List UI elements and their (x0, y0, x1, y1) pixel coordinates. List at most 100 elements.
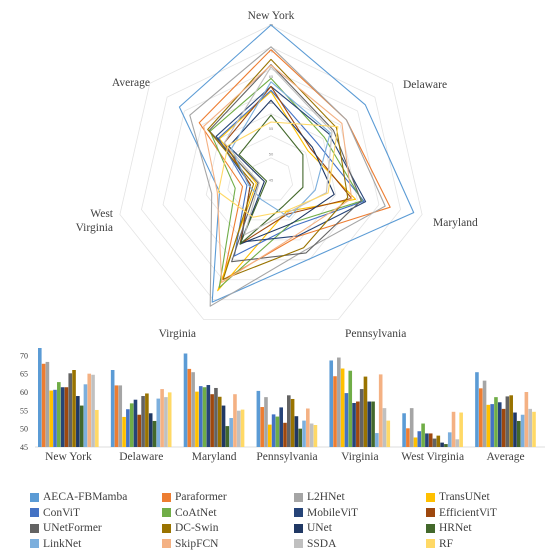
legend-item: HRNet (426, 521, 550, 536)
bar-transunet (122, 416, 126, 447)
bar-dc-swin (436, 435, 441, 447)
bar-ssda (164, 397, 168, 447)
legend-item: RF (426, 537, 550, 551)
radar-axis-label: Delaware (403, 79, 447, 91)
bar-coatnet (421, 423, 425, 447)
bar-chart: 45 50 55 60 65 70 New York Delaware Maryland Pen… (20, 348, 545, 463)
legend-swatch (162, 492, 171, 502)
bar-mobilevit (206, 385, 211, 447)
bar-unetformer (359, 389, 364, 447)
legend-swatch (162, 508, 171, 518)
radar-grid-ring (184, 90, 358, 261)
bar-l2hnet (264, 397, 268, 447)
legend-label: TransUNet (439, 491, 490, 504)
radar-tick-label: 65 (269, 74, 274, 79)
bar-coatnet (202, 387, 207, 447)
legend-swatch (426, 539, 435, 549)
bar-rf (313, 425, 318, 447)
bar-unet (148, 413, 153, 447)
bar-dc-swin (509, 395, 513, 447)
bar-paraformer (333, 376, 337, 447)
bar-aeca-fbmamba (329, 360, 334, 447)
bar-unetformer (141, 396, 145, 447)
bar-unet (76, 396, 80, 447)
bar-ssda (309, 423, 314, 447)
bar-transunet (340, 368, 345, 447)
bar-category-label: Virginia (341, 451, 378, 463)
legend-item: SSDA (294, 537, 426, 551)
bar-unet (367, 401, 372, 447)
bar-l2hnet (118, 385, 123, 447)
bar-ssda (528, 408, 532, 447)
bar-hrnet (371, 401, 375, 447)
legend: AECA-FBMamba Paraformer L2HNet TransUNet Con… (30, 490, 550, 551)
bar-unet (440, 442, 444, 447)
bar-aeca-fbmamba (38, 348, 42, 447)
bar-y-tick-label: 50 (20, 425, 28, 434)
bar-paraformer (406, 428, 410, 447)
legend-label: EfficientViT (439, 506, 497, 519)
bar-aeca-fbmamba (110, 370, 115, 447)
bar-unet (294, 416, 299, 447)
bar-marks-group (38, 348, 536, 447)
legend-swatch (426, 523, 435, 533)
bar-category-label: West Virginia (401, 451, 464, 463)
bar-efficientvit (210, 394, 214, 447)
bar-transunet (49, 390, 54, 447)
bar-y-tick-label: 60 (20, 388, 28, 397)
radar-series-unetformer (208, 64, 362, 263)
legend-item: CoAtNet (162, 506, 294, 521)
legend-label: SkipFCN (175, 537, 219, 550)
radar-grid-ring (141, 46, 401, 301)
bar-aeca-fbmamba (402, 413, 406, 447)
legend-label: UNetFormer (43, 522, 102, 535)
bar-paraformer (478, 388, 483, 447)
bar-category-labels: New York Delaware Maryland Pennsylvania Virg… (45, 451, 525, 463)
bar-y-tick-label: 70 (20, 351, 28, 360)
legend-label: DC-Swin (175, 522, 219, 535)
legend-item: UNetFormer (30, 521, 162, 536)
bar-category-label: Delaware (119, 451, 163, 463)
bar-dc-swin (217, 396, 222, 447)
legend-swatch (294, 508, 303, 518)
radar-series-l2hnet (189, 46, 386, 307)
radar-grid-ring (162, 68, 380, 281)
radar-series-aeca-fbmamba (178, 24, 415, 303)
legend-swatch (162, 523, 171, 533)
bar-mobilevit (425, 433, 429, 447)
legend-label: Paraformer (175, 491, 227, 504)
bar-transunet (413, 437, 418, 447)
bar-mobilevit (279, 407, 283, 447)
bar-category-label: Average (487, 451, 525, 463)
bar-hrnet (444, 444, 448, 447)
radar-axis-label: Pennsylvania (345, 328, 406, 340)
bar-coatnet (57, 382, 61, 447)
bar-aeca-fbmamba (183, 353, 188, 447)
legend-swatch (30, 523, 39, 533)
bar-linknet (302, 420, 306, 447)
bar-l2hnet (45, 361, 50, 447)
bar-convit (417, 431, 422, 447)
radar-series-hrnet (238, 114, 304, 245)
bar-dc-swin (290, 398, 295, 447)
bar-ssda (455, 439, 460, 447)
bar-skipfcn (233, 394, 237, 447)
bar-hrnet (152, 420, 157, 447)
legend-swatch (30, 508, 39, 518)
legend-swatch (294, 492, 303, 502)
bar-rf (459, 412, 463, 447)
bar-rf (167, 392, 172, 447)
bar-ssda (236, 410, 241, 447)
legend-swatch (30, 492, 39, 502)
bar-skipfcn (306, 408, 310, 447)
legend-label: ConViT (43, 506, 81, 519)
legend-label: SSDA (307, 537, 337, 550)
legend-label: UNet (307, 522, 332, 535)
legend-item: LinkNet (30, 537, 162, 551)
bar-category-label: New York (45, 451, 92, 463)
legend-item: TransUNet (426, 490, 550, 505)
bar-convit (344, 393, 349, 447)
bar-rf (386, 420, 391, 447)
